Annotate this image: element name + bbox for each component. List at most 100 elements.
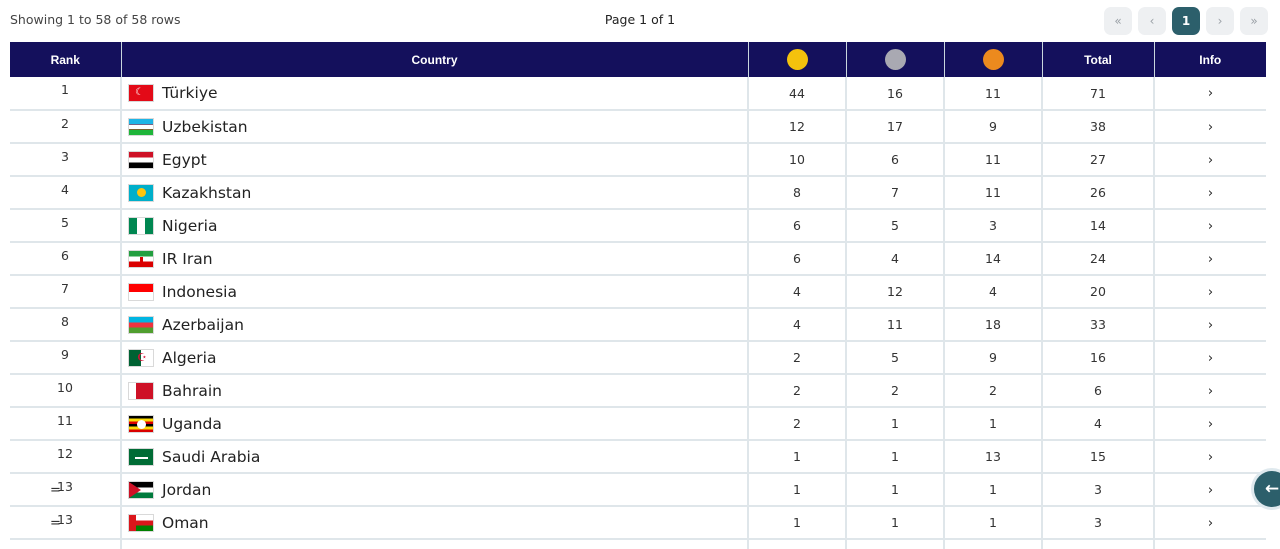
country-cell[interactable]: IR Iran (121, 242, 749, 276)
info-cell[interactable]: › (1154, 176, 1266, 210)
gold-header[interactable] (748, 42, 847, 77)
total-count (1042, 539, 1155, 549)
chevron-right-icon[interactable]: › (1207, 218, 1214, 234)
country-cell[interactable]: Jordan (121, 473, 749, 507)
rank-value: 12 (57, 446, 73, 461)
country-cell[interactable]: Indonesia (121, 275, 749, 309)
page-1-button[interactable]: 1 (1172, 7, 1200, 35)
rank-cell: 10 (10, 374, 122, 408)
country-cell[interactable] (121, 539, 749, 549)
page-indicator: Page 1 of 1 (604, 12, 676, 27)
info-cell[interactable]: › (1154, 506, 1266, 540)
rank-value: 6 (61, 248, 69, 263)
info-cell[interactable]: › (1154, 143, 1266, 177)
rank-value: 5 (61, 215, 69, 230)
rank-value: 9 (61, 347, 69, 362)
rank-cell (10, 539, 122, 549)
country-cell[interactable]: Uganda (121, 407, 749, 441)
country-name: Türkiye (162, 84, 218, 102)
total-count: 3 (1042, 473, 1155, 507)
country-cell[interactable]: Saudi Arabia (121, 440, 749, 474)
table-row[interactable]: 11 Uganda 2 1 1 4 › (10, 407, 1266, 441)
chevron-right-icon[interactable]: › (1207, 185, 1214, 201)
rank-header[interactable]: Rank (10, 42, 122, 77)
info-cell[interactable]: › (1154, 440, 1266, 474)
chevron-right-icon[interactable]: › (1207, 449, 1214, 465)
chevron-right-icon[interactable]: › (1207, 515, 1214, 531)
bronze-count: 1 (944, 407, 1043, 441)
chevron-right-icon[interactable]: › (1207, 482, 1214, 498)
table-row[interactable]: 6 IR Iran 6 4 14 24 › (10, 242, 1266, 276)
info-cell[interactable]: › (1154, 341, 1266, 375)
info-cell[interactable]: › (1154, 308, 1266, 342)
total-count: 15 (1042, 440, 1155, 474)
table-row[interactable]: 9 ☪ Algeria 2 5 9 16 › (10, 341, 1266, 375)
info-cell[interactable]: › (1154, 473, 1266, 507)
country-cell[interactable]: ☪ Algeria (121, 341, 749, 375)
chevron-right-icon[interactable]: › (1207, 86, 1214, 101)
back-button[interactable]: ← (1254, 471, 1280, 507)
rank-value: 11 (57, 413, 73, 428)
silver-header[interactable] (846, 42, 945, 77)
country-header[interactable]: Country (121, 42, 749, 77)
country-name: IR Iran (162, 249, 213, 268)
table-row[interactable] (10, 539, 1266, 549)
country-cell[interactable]: Nigeria (121, 209, 749, 243)
chevron-right-icon[interactable]: › (1207, 416, 1214, 432)
table-row[interactable]: 2 Uzbekistan 12 17 9 38 › (10, 110, 1266, 144)
country-cell[interactable]: Azerbaijan (121, 308, 749, 342)
table-row[interactable]: 3 Egypt 10 6 11 27 › (10, 143, 1266, 177)
country-flag-icon (128, 183, 154, 202)
chevron-right-icon[interactable]: › (1207, 251, 1214, 267)
table-row[interactable]: 4 Kazakhstan 8 7 11 26 › (10, 176, 1266, 210)
rank-value: 7 (61, 281, 69, 296)
info-cell[interactable] (1154, 539, 1266, 549)
first-page-button[interactable]: « (1104, 7, 1132, 35)
total-count: 71 (1042, 77, 1155, 111)
country-cell[interactable]: Kazakhstan (121, 176, 749, 210)
rank-cell: = 13 (10, 506, 122, 540)
chevron-right-icon[interactable]: › (1207, 152, 1214, 168)
prev-page-button[interactable]: ‹ (1138, 7, 1166, 35)
country-cell[interactable]: Egypt (121, 143, 749, 177)
country-flag-icon (128, 447, 154, 466)
country-name: Bahrain (162, 381, 222, 400)
country-cell[interactable]: Bahrain (121, 374, 749, 408)
table-row[interactable]: 12 Saudi Arabia 1 1 13 15 › (10, 440, 1266, 474)
country-flag-icon: ☾ (128, 84, 154, 102)
info-header: Info (1154, 42, 1266, 77)
last-page-button[interactable]: » (1240, 7, 1268, 35)
info-cell[interactable]: › (1154, 209, 1266, 243)
country-cell[interactable]: Uzbekistan (121, 110, 749, 144)
chevron-right-icon[interactable]: › (1207, 119, 1214, 135)
info-cell[interactable]: › (1154, 275, 1266, 309)
table-row[interactable]: 8 Azerbaijan 4 11 18 33 › (10, 308, 1266, 342)
table-row[interactable]: 10 Bahrain 2 2 2 6 › (10, 374, 1266, 408)
chevron-right-icon[interactable]: › (1207, 383, 1214, 399)
next-page-button[interactable]: › (1206, 7, 1234, 35)
table-row[interactable]: 1 ☾ Türkiye 44 16 11 71 › (10, 77, 1266, 111)
country-cell[interactable]: Oman (121, 506, 749, 540)
bronze-header[interactable] (944, 42, 1043, 77)
info-cell[interactable]: › (1154, 77, 1266, 111)
info-cell[interactable]: › (1154, 407, 1266, 441)
country-name: Kazakhstan (162, 183, 252, 202)
total-header[interactable]: Total (1042, 42, 1155, 77)
table-row[interactable]: 7 Indonesia 4 12 4 20 › (10, 275, 1266, 309)
tie-marker: = (50, 516, 61, 531)
silver-count: 12 (846, 275, 945, 309)
table-row[interactable]: = 13 Oman 1 1 1 3 › (10, 506, 1266, 540)
info-cell[interactable]: › (1154, 242, 1266, 276)
chevron-right-icon[interactable]: › (1207, 350, 1214, 366)
table-row[interactable]: 5 Nigeria 6 5 3 14 › (10, 209, 1266, 243)
total-count: 6 (1042, 374, 1155, 408)
country-cell[interactable]: ☾ Türkiye (121, 77, 749, 111)
info-cell[interactable]: › (1154, 374, 1266, 408)
bronze-count: 9 (944, 341, 1043, 375)
country-name: Jordan (162, 480, 212, 499)
table-row[interactable]: = 13 Jordan 1 1 1 3 › (10, 473, 1266, 507)
chevron-right-icon[interactable]: › (1207, 317, 1214, 333)
chevron-right-icon[interactable]: › (1207, 284, 1214, 300)
info-cell[interactable]: › (1154, 110, 1266, 144)
rank-cell: = 13 (10, 473, 122, 507)
